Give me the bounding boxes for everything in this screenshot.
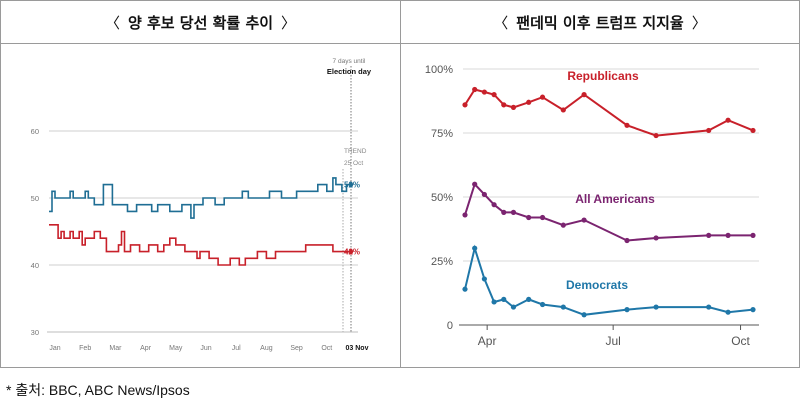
x-tick-label: Sep (290, 345, 303, 352)
series-label: All Americans (575, 192, 655, 206)
win-probability-chart: 30 40 50 60 7 days until Election day TREND 25 … (1, 44, 401, 368)
data-point (581, 92, 586, 97)
data-point (561, 107, 566, 112)
data-point (491, 299, 496, 304)
y-tick-label: 0 (447, 320, 453, 332)
data-point (750, 128, 755, 133)
title-bracket-open: 〈 (105, 12, 120, 33)
data-point (540, 215, 545, 220)
x-tick-label: Feb (79, 345, 91, 352)
data-point (462, 212, 467, 217)
series-line-1 (49, 225, 351, 265)
data-point (624, 307, 629, 312)
data-point (725, 118, 730, 123)
election-day-label: Election day (327, 67, 372, 76)
data-point (472, 87, 477, 92)
data-point (511, 105, 516, 110)
data-point (462, 102, 467, 107)
y-tick-label: 50% (431, 192, 453, 204)
x-tick-label: Jun (200, 345, 211, 352)
x-tick-label: Jan (49, 345, 60, 352)
data-point (624, 238, 629, 243)
source-note: * 출처: BBC, ABC News/Ipsos (6, 380, 190, 400)
y-tick-label: 75% (431, 128, 453, 140)
data-point (725, 310, 730, 315)
y-tick-label: 25% (431, 256, 453, 268)
data-point (581, 312, 586, 317)
data-point (526, 215, 531, 220)
series-label: Democrats (566, 278, 628, 292)
left-panel-title: 〈 양 후보 당선 확률 추이 〉 (1, 1, 400, 44)
y-tick-label: 60 (31, 127, 39, 136)
series-end-label: 42% (344, 248, 360, 257)
left-panel: 〈 양 후보 당선 확률 추이 〉 30 40 50 60 7 days until El… (0, 0, 401, 368)
election-day-note: 7 days until (333, 58, 366, 65)
data-point (561, 304, 566, 309)
x-tick-label: Oct (321, 345, 332, 352)
x-tick-label: Apr (140, 345, 152, 352)
data-point (491, 202, 496, 207)
x-tick-label: Oct (731, 334, 750, 348)
right-panel: 〈 팬데믹 이후 트럼프 지지율 〉 0 25% 50% 75% 100% Apr Jul O… (400, 0, 800, 368)
data-point (653, 235, 658, 240)
left-panel-title-text: 양 후보 당선 확률 추이 (128, 12, 273, 33)
data-point (511, 304, 516, 309)
x-tick-label: Apr (478, 334, 497, 348)
data-point (653, 133, 658, 138)
data-point (501, 297, 506, 302)
data-point (526, 297, 531, 302)
data-point (750, 233, 755, 238)
data-point (725, 233, 730, 238)
data-point (482, 192, 487, 197)
approval-rating-chart: 0 25% 50% 75% 100% Apr Jul Oct Republicans All Am… (401, 44, 799, 368)
title-bracket-close: 〉 (692, 12, 707, 33)
data-point (491, 92, 496, 97)
data-point (526, 100, 531, 105)
data-point (501, 210, 506, 215)
right-panel-title-text: 팬데믹 이후 트럼프 지지율 (516, 12, 683, 33)
y-tick-label: 50 (31, 194, 39, 203)
x-tick-label: Mar (109, 345, 122, 352)
data-point (624, 123, 629, 128)
data-point (511, 210, 516, 215)
data-point (472, 182, 477, 187)
data-point (706, 304, 711, 309)
data-point (540, 95, 545, 100)
data-point (750, 307, 755, 312)
title-bracket-open: 〈 (493, 12, 508, 33)
data-point (540, 302, 545, 307)
x-tick-label: Jul (232, 345, 241, 352)
x-tick-label: 03 Nov (346, 345, 369, 352)
y-tick-label: 100% (425, 64, 453, 76)
y-tick-label: 40 (31, 261, 39, 270)
x-tick-label: Aug (260, 345, 273, 352)
x-tick-label: Jul (605, 334, 620, 348)
y-tick-label: 30 (31, 328, 39, 337)
x-tick-label: May (169, 345, 183, 352)
title-bracket-close: 〉 (281, 12, 296, 33)
right-panel-title: 〈 팬데믹 이후 트럼프 지지율 〉 (401, 1, 799, 44)
data-point (561, 223, 566, 228)
data-point (706, 128, 711, 133)
data-point (482, 276, 487, 281)
series-end-label: 52% (344, 181, 360, 190)
data-point (706, 233, 711, 238)
data-point (653, 304, 658, 309)
data-point (581, 217, 586, 222)
data-point (501, 102, 506, 107)
data-point (472, 246, 477, 251)
series-label: Republicans (567, 69, 639, 83)
trend-date-label: 25 Oct (344, 160, 363, 167)
data-point (482, 89, 487, 94)
data-point (462, 287, 467, 292)
trend-label: TREND (344, 148, 367, 155)
